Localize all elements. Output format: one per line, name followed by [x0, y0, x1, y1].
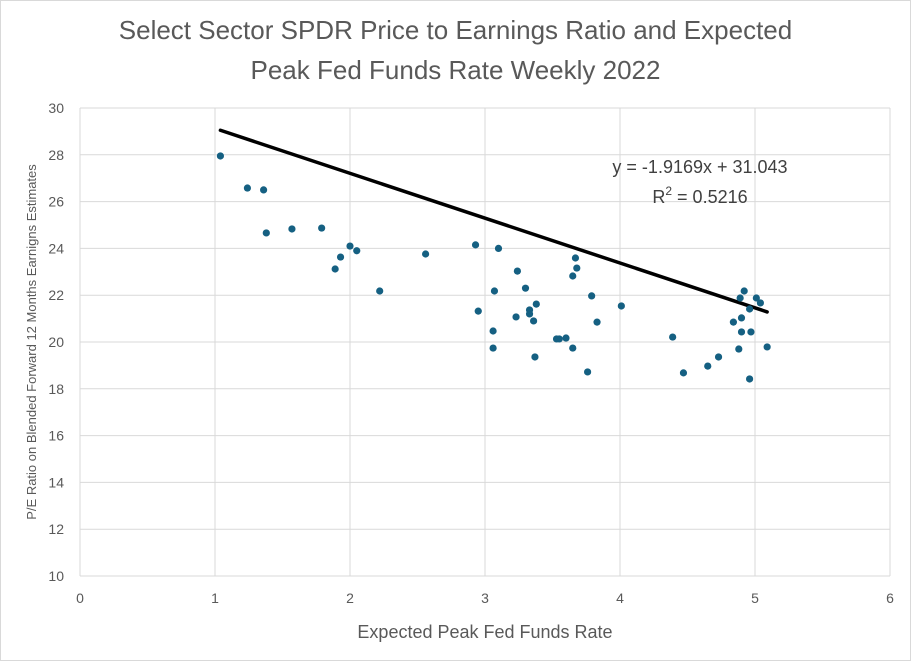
data-point	[763, 343, 771, 351]
data-point	[262, 229, 270, 237]
y-tick-label: 22	[48, 287, 64, 303]
data-point	[737, 314, 746, 322]
data-point	[474, 307, 482, 315]
y-axis-label: P/E Ratio on Blended Forward 12 Months E…	[24, 164, 39, 520]
data-point	[746, 375, 754, 383]
data-point	[260, 186, 268, 194]
chart-title-line-2: Peak Fed Funds Rate Weekly 2022	[250, 55, 661, 85]
data-point	[216, 152, 224, 160]
data-point	[489, 327, 497, 335]
y-tick-label: 16	[48, 428, 64, 444]
data-point	[243, 184, 251, 192]
y-tick-label: 12	[48, 521, 64, 537]
x-tick-label: 2	[346, 590, 354, 606]
x-tick-label: 1	[211, 590, 219, 606]
data-point	[530, 317, 538, 325]
data-point	[532, 300, 540, 308]
data-point	[740, 287, 748, 295]
data-point	[353, 247, 361, 255]
chart-title-line-1: Select Sector SPDR Price to Earnings Rat…	[118, 15, 793, 45]
y-tick-label: 10	[48, 568, 64, 584]
r-squared-label: R2 = 0.5216	[652, 184, 747, 207]
x-tick-label: 6	[886, 590, 894, 606]
data-point	[736, 294, 744, 302]
data-point	[494, 244, 503, 252]
data-point	[376, 287, 384, 295]
data-point	[588, 292, 596, 300]
data-point	[747, 328, 755, 336]
data-point	[617, 302, 625, 310]
x-tick-label: 4	[616, 590, 624, 606]
trendline-equation: y = -1.9169x + 31.043	[612, 157, 787, 177]
data-point	[318, 224, 326, 232]
data-point	[555, 335, 563, 343]
data-point	[735, 345, 743, 353]
data-point	[569, 344, 577, 352]
x-axis-label: Expected Peak Fed Funds Rate	[357, 622, 612, 642]
data-point	[752, 294, 760, 302]
data-point	[531, 353, 539, 361]
data-point	[489, 344, 497, 352]
data-point	[336, 253, 345, 261]
data-point	[422, 250, 430, 258]
data-point	[737, 328, 746, 336]
data-point	[490, 287, 499, 295]
data-point	[288, 225, 296, 233]
data-point	[513, 267, 522, 275]
data-point	[512, 313, 520, 321]
data-point	[756, 299, 765, 307]
data-point	[571, 254, 580, 262]
data-point	[562, 334, 570, 342]
y-tick-label: 28	[48, 147, 64, 163]
data-point	[679, 369, 688, 377]
data-point	[331, 265, 339, 273]
data-point	[729, 318, 738, 326]
y-tick-label: 30	[48, 100, 64, 116]
y-tick-label: 20	[48, 334, 64, 350]
data-point	[704, 362, 712, 370]
data-point	[569, 272, 577, 280]
data-point	[346, 242, 354, 250]
data-point	[521, 284, 530, 292]
x-tick-label: 0	[76, 590, 84, 606]
data-point	[669, 333, 677, 341]
trendline	[218, 128, 769, 314]
data-point	[573, 264, 581, 272]
y-tick-label: 18	[48, 381, 64, 397]
x-tick-label: 3	[481, 590, 489, 606]
data-point	[471, 241, 480, 249]
y-tick-label: 26	[48, 194, 64, 210]
data-point	[525, 310, 534, 318]
data-point	[746, 305, 754, 313]
data-point	[584, 368, 592, 376]
data-point	[593, 318, 601, 326]
y-tick-label: 14	[48, 474, 64, 490]
y-tick-label: 24	[48, 240, 64, 256]
x-tick-label: 5	[751, 590, 759, 606]
data-point	[714, 353, 723, 361]
